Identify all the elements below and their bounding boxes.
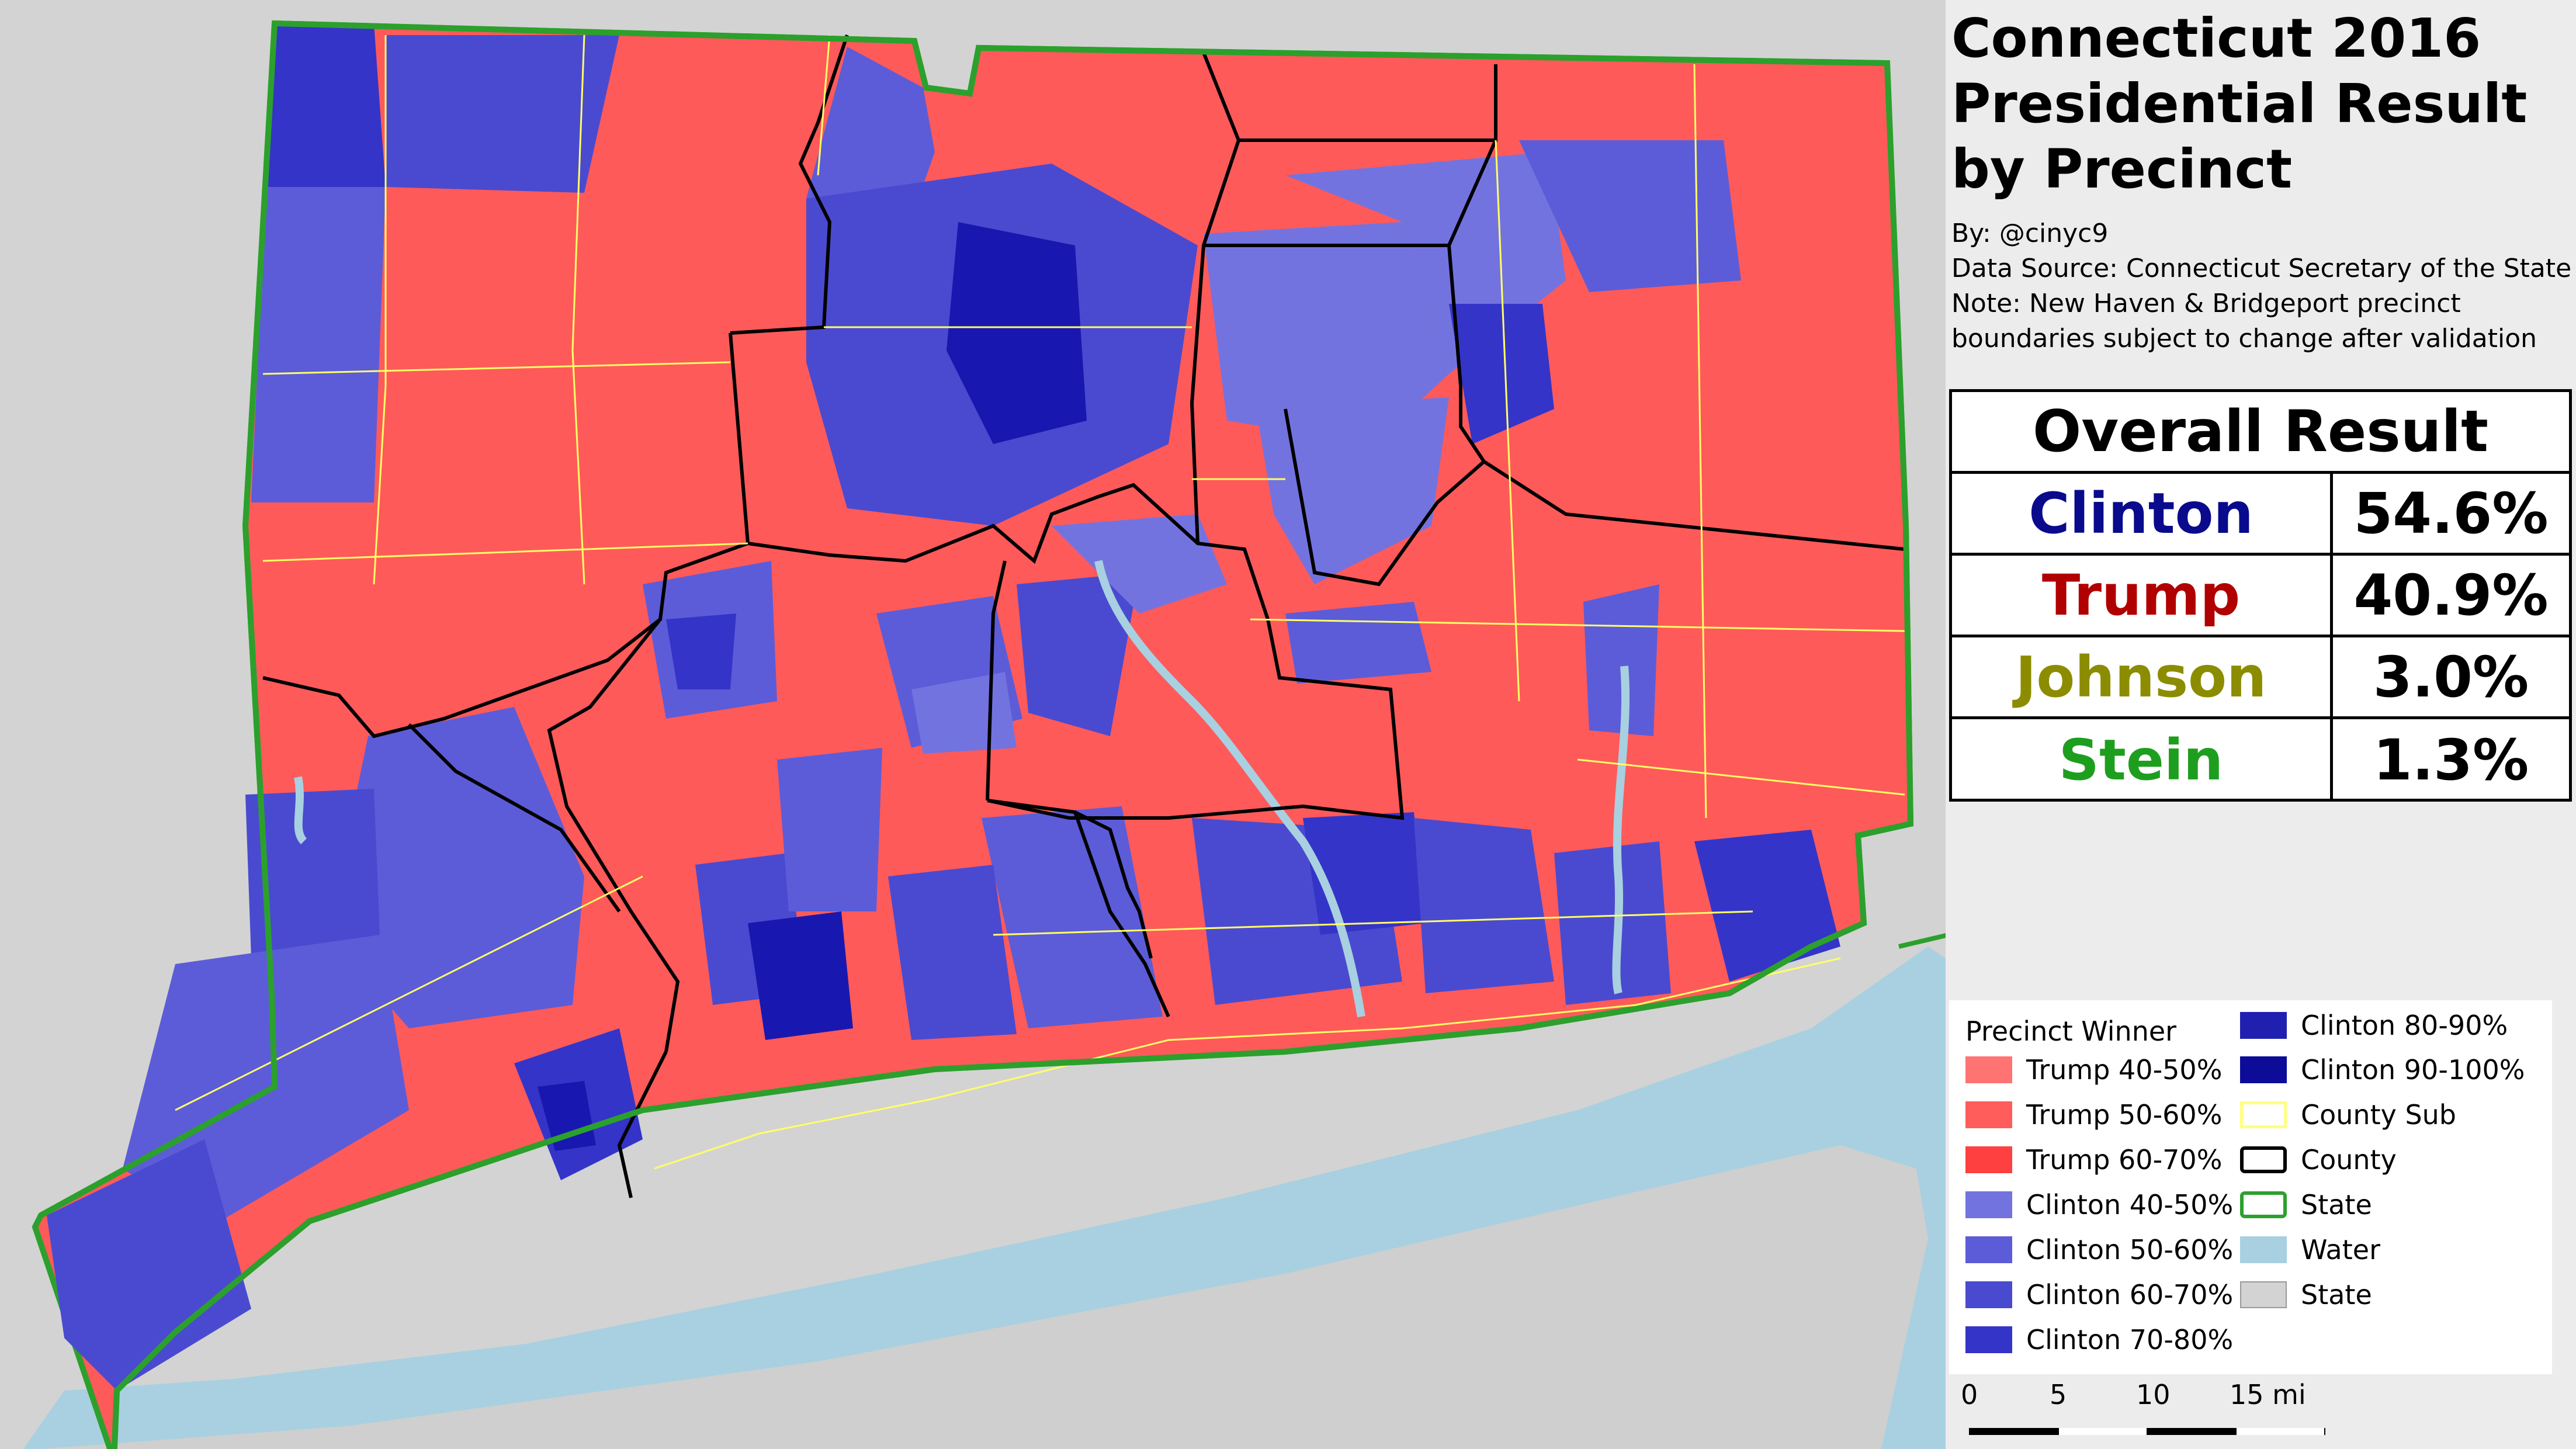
scale-bar-line	[1969, 1428, 2325, 1435]
result-row-johnson: Johnson 3.0%	[1952, 637, 2569, 719]
legend-swatch	[1965, 1056, 2012, 1083]
candidate-name: Trump	[1952, 556, 2333, 635]
note-line-2: boundaries subject to change after valid…	[1951, 324, 2537, 353]
legend-item: Trump 40-50%	[1965, 1054, 2222, 1086]
legend-item: Clinton 40-50%	[1965, 1189, 2233, 1221]
legend-item: State	[2240, 1279, 2372, 1311]
legend-title: Precinct Winner	[1965, 1015, 2177, 1047]
legend-label: County	[2301, 1144, 2397, 1176]
legend-label: Trump 50-60%	[2026, 1099, 2223, 1131]
legend-item: Water	[2240, 1234, 2380, 1266]
candidate-percent: 1.3%	[2373, 727, 2529, 793]
scale-tick-10: 10	[2136, 1379, 2171, 1410]
legend-label: Clinton 90-100%	[2301, 1054, 2525, 1086]
map-title: Connecticut 2016 Presidential Result by …	[1951, 6, 2571, 202]
scale-bar-segment	[2059, 1428, 2147, 1435]
legend-item: Clinton 80-90%	[2240, 1010, 2508, 1041]
ny-border	[39, 23, 278, 1218]
map-credits: By: @cinyc9 Data Source: Connecticut Sec…	[1951, 216, 2571, 356]
legend-swatch	[2240, 1281, 2287, 1308]
legend-swatch	[2240, 1146, 2287, 1173]
legend-label: Clinton 60-70%	[2026, 1279, 2234, 1311]
note-line-1: Note: New Haven & Bridgeport precinct	[1951, 289, 2461, 318]
legend-swatch	[1965, 1281, 2012, 1308]
legend-label: Water	[2301, 1234, 2380, 1266]
legend-swatch	[2240, 1101, 2287, 1128]
state-outline	[111, 20, 1914, 1449]
legend-label: Clinton 80-90%	[2301, 1010, 2508, 1041]
legend-item: Clinton 60-70%	[1965, 1279, 2233, 1311]
scale-tick-0: 0	[1961, 1379, 1978, 1410]
legend-item: Clinton 70-80%	[1965, 1324, 2233, 1356]
legend-label: State	[2301, 1279, 2372, 1311]
legend-item: Trump 60-70%	[1965, 1144, 2222, 1176]
county-subdivision-lines	[175, 34, 1905, 1170]
county-boundaries	[262, 34, 1905, 1198]
legend-label: State	[2301, 1189, 2372, 1221]
legend-label: County Sub	[2301, 1099, 2457, 1131]
legend-label: Trump 40-50%	[2026, 1054, 2223, 1086]
clinton-precincts	[47, 23, 1840, 1391]
legend-label: Clinton 50-60%	[2026, 1234, 2234, 1266]
legend-label: Clinton 70-80%	[2026, 1324, 2234, 1356]
title-line-1: Connecticut 2016	[1951, 7, 2481, 70]
legend-swatch	[2240, 1056, 2287, 1083]
overall-result-header: Overall Result	[1952, 392, 2569, 474]
result-row-trump: Trump 40.9%	[1952, 556, 2569, 637]
result-row-stein: Stein 1.3%	[1952, 719, 2569, 801]
scale-bar-segment	[2237, 1428, 2324, 1435]
overall-result-table: Overall Result Clinton 54.6% Trump 40.9%…	[1949, 389, 2572, 802]
legend-item: County Sub	[2240, 1099, 2456, 1131]
data-source: Data Source: Connecticut Secretary of th…	[1951, 254, 2572, 283]
legend-swatch	[2240, 1236, 2287, 1263]
author: By: @cinyc9	[1951, 219, 2109, 248]
candidate-name: Stein	[1952, 719, 2333, 801]
candidate-name: Johnson	[1952, 637, 2333, 716]
candidate-percent: 3.0%	[2373, 644, 2529, 710]
scale-tick-5: 5	[2050, 1379, 2067, 1410]
legend: Precinct Winner Trump 40-50% Trump 50-60…	[1949, 1000, 2552, 1374]
legend-swatch	[1965, 1146, 2012, 1173]
legend-item: State	[2240, 1189, 2372, 1221]
legend-label: Trump 60-70%	[2026, 1144, 2223, 1176]
title-line-2: Presidential Result	[1951, 72, 2528, 135]
candidate-percent: 54.6%	[2353, 480, 2549, 546]
legend-swatch	[2240, 1191, 2287, 1218]
scale-tick-15: 15 mi	[2230, 1379, 2306, 1410]
legend-swatch	[1965, 1326, 2012, 1353]
legend-swatch	[1965, 1191, 2012, 1218]
inland-water	[294, 560, 1630, 1018]
candidate-name: Clinton	[1952, 474, 2333, 553]
result-row-clinton: Clinton 54.6%	[1952, 474, 2569, 556]
legend-swatch	[2240, 1012, 2287, 1039]
legend-swatch	[1965, 1101, 2012, 1128]
legend-swatch	[1965, 1236, 2012, 1263]
legend-item: Clinton 50-60%	[1965, 1234, 2233, 1266]
scale-bar: 0 5 10 15 mi	[1961, 1379, 2329, 1437]
legend-label: Clinton 40-50%	[2026, 1189, 2234, 1221]
legend-item: Trump 50-60%	[1965, 1099, 2222, 1131]
legend-item: County	[2240, 1144, 2397, 1176]
legend-item: Clinton 90-100%	[2240, 1054, 2525, 1086]
title-line-3: by Precinct	[1951, 138, 2293, 200]
long-island	[41, 1145, 1928, 1449]
candidate-percent: 40.9%	[2353, 562, 2549, 628]
